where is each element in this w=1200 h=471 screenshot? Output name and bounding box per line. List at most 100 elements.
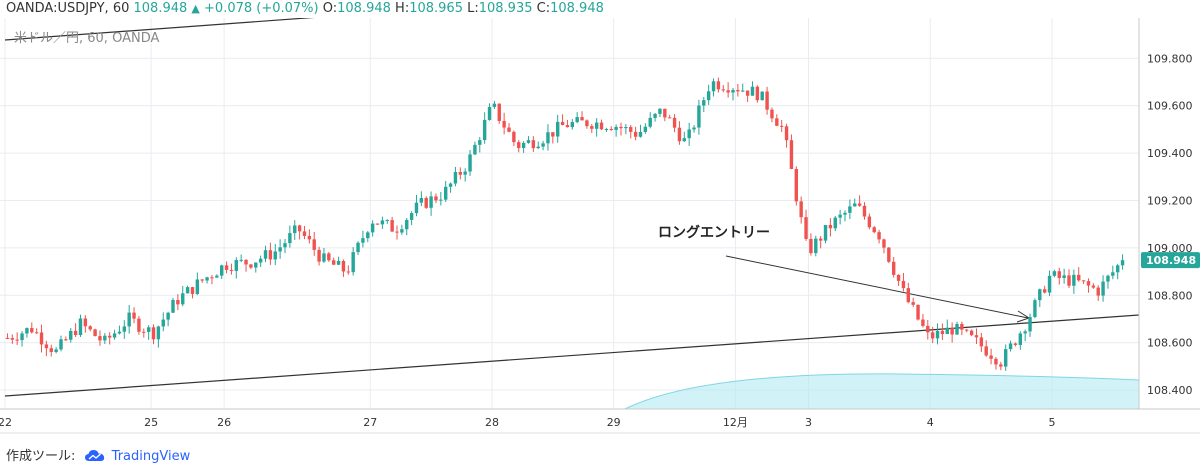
y-axis-ticks: 109.800 109.600 109.400 109.200 109.000 108.8… bbox=[1147, 52, 1193, 397]
candle-body bbox=[458, 171, 463, 175]
price-axis[interactable] bbox=[1139, 18, 1200, 409]
x-tick-label: 5 bbox=[1048, 416, 1055, 429]
candle-body bbox=[487, 106, 492, 120]
candle-body bbox=[278, 247, 282, 252]
candle-body bbox=[482, 119, 487, 141]
candle-body bbox=[156, 326, 161, 340]
candle-body bbox=[1067, 275, 1071, 286]
candle-body bbox=[745, 90, 750, 96]
candle-body bbox=[424, 197, 428, 208]
candle-body bbox=[555, 121, 560, 137]
candle-body bbox=[580, 117, 584, 121]
candle-body bbox=[916, 304, 920, 320]
candle-body bbox=[83, 318, 88, 327]
candle-body bbox=[994, 358, 998, 365]
candle-body bbox=[195, 279, 200, 294]
y-tick-label: 109.000 bbox=[1147, 242, 1193, 255]
candle-body bbox=[166, 312, 170, 320]
candle-body bbox=[1077, 274, 1081, 281]
candle-body bbox=[648, 117, 652, 127]
candle-body bbox=[887, 247, 891, 262]
candle-body bbox=[468, 154, 472, 172]
candle-body bbox=[921, 319, 925, 326]
candle-body bbox=[244, 259, 248, 265]
candle-body bbox=[663, 108, 667, 118]
candle-body bbox=[185, 287, 190, 294]
candle-body bbox=[779, 125, 784, 127]
candle-body bbox=[30, 328, 34, 333]
footer-prefix: 作成ツール: bbox=[6, 449, 76, 464]
candle-body bbox=[585, 120, 589, 127]
candle-body bbox=[161, 319, 165, 327]
candle-body bbox=[5, 337, 10, 339]
candle-body bbox=[667, 117, 672, 119]
candle-body bbox=[702, 100, 706, 106]
candle-body bbox=[682, 138, 687, 142]
candle-body bbox=[828, 224, 833, 229]
candle-body bbox=[891, 261, 896, 275]
x-tick-label: 25 bbox=[144, 416, 158, 429]
tradingview-link[interactable]: TradingView bbox=[111, 449, 191, 464]
candle-body bbox=[843, 212, 847, 215]
candle-body bbox=[473, 144, 477, 155]
candle-body bbox=[726, 90, 730, 93]
candle-body bbox=[950, 327, 954, 335]
last-price-marker: 108.948 bbox=[1141, 252, 1200, 269]
candle-body bbox=[151, 327, 156, 340]
close-label: C: bbox=[536, 1, 551, 16]
candle-body bbox=[638, 131, 643, 137]
candle-body bbox=[521, 142, 526, 149]
candle-body bbox=[911, 302, 915, 305]
candle-body bbox=[877, 232, 881, 240]
candle-body bbox=[989, 355, 993, 359]
candle-body bbox=[736, 89, 740, 92]
candle-body bbox=[775, 118, 779, 126]
candle-body bbox=[546, 132, 550, 144]
candle-body bbox=[307, 235, 312, 240]
candle-body bbox=[78, 318, 83, 336]
candle-body bbox=[590, 126, 594, 129]
x-tick-label: 22 bbox=[0, 416, 12, 429]
candle-body bbox=[969, 330, 974, 336]
candle-body bbox=[317, 249, 321, 262]
low-label: L: bbox=[467, 1, 479, 16]
time-axis[interactable] bbox=[0, 409, 1139, 433]
candle-body bbox=[370, 223, 375, 233]
symbol-name: OANDA:USDJPY, 60 bbox=[6, 1, 130, 16]
candle-body bbox=[1023, 331, 1027, 334]
footer: 作成ツール: TradingView bbox=[6, 445, 190, 464]
candle-body bbox=[1086, 281, 1091, 286]
candle-body bbox=[1081, 280, 1086, 282]
candle-body bbox=[219, 265, 224, 276]
candle-body bbox=[979, 337, 984, 347]
tradingview-cloud-icon bbox=[84, 450, 104, 461]
candle-body bbox=[263, 250, 268, 259]
candle-body bbox=[818, 238, 823, 241]
candle-body bbox=[750, 86, 755, 96]
candle-body bbox=[848, 206, 852, 213]
up-triangle-icon: ▲ bbox=[191, 2, 200, 15]
candle-body bbox=[395, 231, 399, 233]
candle-body bbox=[867, 216, 872, 228]
candle-body bbox=[614, 126, 618, 130]
candle-body bbox=[551, 132, 555, 137]
candle-body bbox=[760, 91, 764, 101]
candle-body bbox=[799, 201, 803, 218]
candle-body bbox=[1042, 289, 1047, 293]
candle-body bbox=[633, 131, 638, 137]
candle-body bbox=[541, 143, 545, 147]
candle-body bbox=[517, 142, 521, 149]
candle-body bbox=[502, 120, 506, 128]
last-price-label: 108.948 bbox=[1146, 254, 1196, 267]
candle-body bbox=[619, 126, 623, 129]
cloud-area bbox=[624, 373, 1139, 409]
x-axis-ticks: 22 25 26 27 28 29 12月 3 4 5 bbox=[0, 416, 1055, 429]
candle-body bbox=[453, 171, 458, 184]
candle-body bbox=[862, 205, 867, 217]
candle-body bbox=[429, 196, 433, 208]
candle-body bbox=[39, 332, 44, 345]
candle-body bbox=[999, 364, 1003, 367]
candle-body bbox=[73, 330, 78, 336]
candle-body bbox=[1018, 333, 1023, 345]
